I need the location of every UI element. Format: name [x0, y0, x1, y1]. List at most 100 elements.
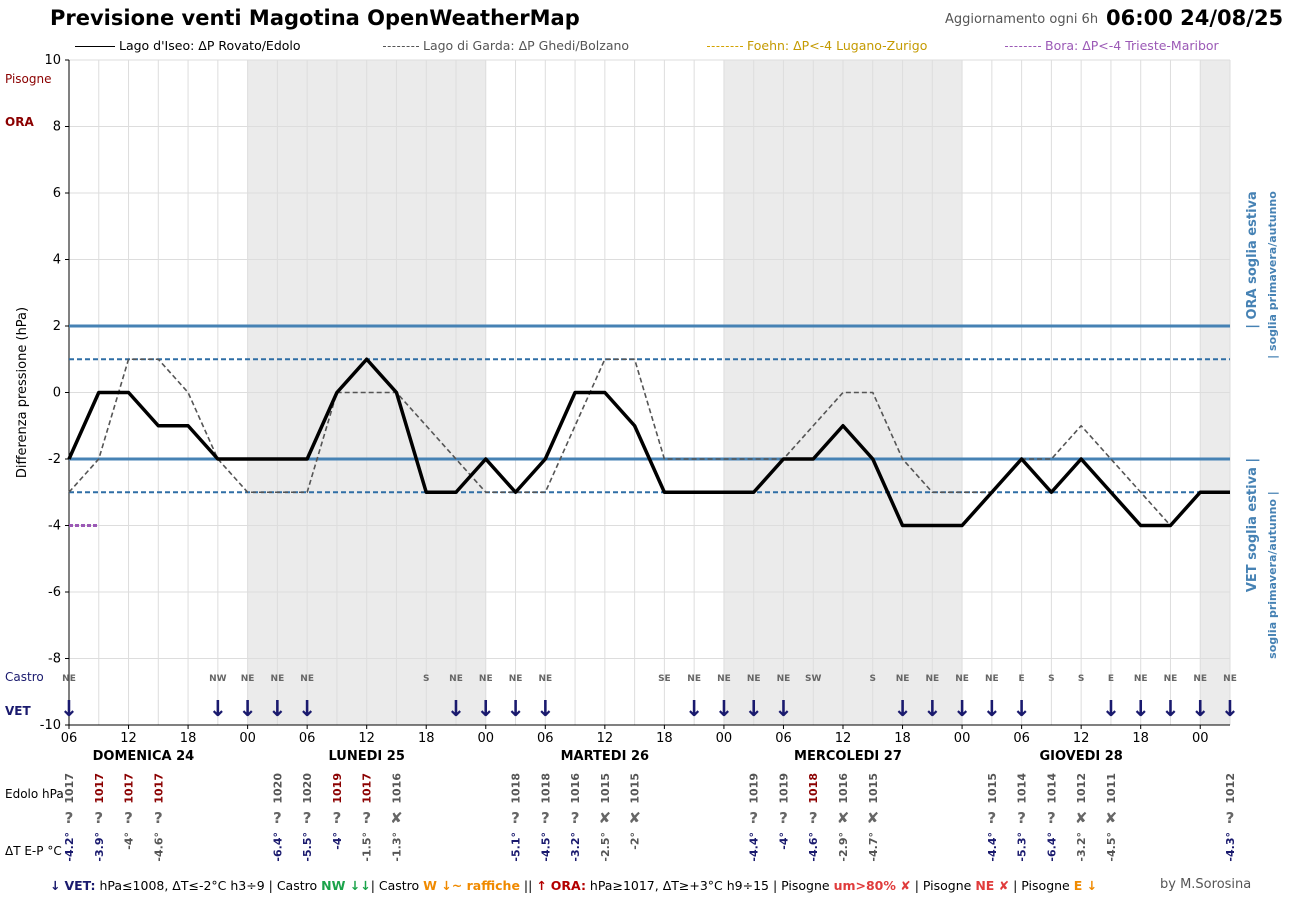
ora-check-mark: ?: [749, 809, 758, 827]
vet-spring-label: soglia primavera/autunno |: [1266, 491, 1279, 659]
delta-t-value: -5.1°: [510, 832, 523, 862]
ora-check-mark: ?: [362, 809, 371, 827]
ora-check-mark: ✘: [390, 809, 403, 827]
series-line: [68, 358, 1172, 527]
delta-t-value: -4°: [777, 832, 790, 850]
vet-arrow-icon: ↓: [536, 697, 554, 722]
ora-check-mark: ?: [571, 809, 580, 827]
edolo-hpa-value: 1014: [1016, 773, 1029, 804]
footer-legend: ↓ VET: hPa≤1008, ΔT≤-2°C h3÷9 | Castro N…: [50, 878, 1097, 893]
edolo-hpa-value: 1015: [867, 773, 880, 804]
x-tick-label: 18: [1132, 731, 1149, 746]
edolo-hpa-value: 1017: [123, 773, 136, 804]
day-label: DOMENICA 24: [93, 749, 195, 764]
wind-direction-label: NW: [209, 674, 227, 684]
vet-arrow-icon: ↓: [506, 697, 524, 722]
footer-sep: | Pisogne: [1009, 878, 1074, 893]
edolo-hpa-value: 1016: [569, 773, 582, 804]
delta-t-value: -4.6°: [152, 832, 165, 862]
vet-arrow-icon: ↓: [477, 697, 495, 722]
vet-arrow-icon: ↓: [1191, 697, 1209, 722]
delta-t-value: -6.4°: [1045, 832, 1058, 862]
vet-arrow-icon: ↓: [298, 697, 316, 722]
delta-t-value: -4.3°: [1224, 832, 1237, 862]
ora-check-mark: ?: [65, 809, 74, 827]
legend-entry-iseo: Lago d'Iseo: ΔP Rovato/Edolo: [75, 38, 301, 53]
vet-arrow-icon: ↓: [774, 697, 792, 722]
delta-t-value: -4.7°: [867, 832, 880, 862]
y-tick-label: -8: [48, 652, 61, 667]
ora-summer-label: | ORA soglia estiva: [1245, 191, 1260, 329]
x-tick-label: 00: [477, 731, 494, 746]
wind-direction-label: NE: [955, 674, 969, 684]
series-line: [67, 357, 1230, 528]
x-tick-label: 12: [358, 731, 375, 746]
edolo-hpa-value: 1015: [629, 773, 642, 804]
edolo-hpa-value: 1016: [837, 773, 850, 804]
delta-t-value: -4.5°: [539, 832, 552, 862]
delta-t-value: -4.6°: [807, 832, 820, 862]
edolo-hpa-value: 1020: [271, 773, 284, 804]
y-tick-label: -6: [48, 585, 61, 600]
x-tick-label: 12: [597, 731, 614, 746]
vet-arrow-icon: ↓: [685, 697, 703, 722]
ora-arrow-icon: ↑: [536, 878, 547, 893]
ora-check-mark: ?: [1226, 809, 1235, 827]
x-tick-label: 00: [954, 731, 971, 746]
ora-check-mark: ?: [779, 809, 788, 827]
wind-direction-label: NE: [62, 674, 76, 684]
ora-check-mark: ?: [303, 809, 312, 827]
footer-pisogne-um: um>80% ✘: [833, 878, 911, 893]
delta-t-value: -3.9°: [93, 832, 106, 862]
ora-check-mark: ?: [273, 809, 282, 827]
footer-vet-label: VET:: [64, 878, 96, 893]
x-tick-label: 06: [61, 731, 78, 746]
ora-check-mark: ?: [124, 809, 133, 827]
x-tick-label: 06: [1013, 731, 1030, 746]
footer-sep: ||: [519, 878, 537, 893]
edolo-hpa-value: 1018: [807, 773, 820, 804]
page-title: Previsione venti Magotina OpenWeatherMap: [50, 6, 580, 30]
delta-t-value: -4.2°: [63, 832, 76, 862]
x-tick-label: 18: [894, 731, 911, 746]
edolo-hpa-value: 1014: [1045, 773, 1058, 804]
day-label: MERCOLEDI 27: [794, 749, 902, 764]
y-tick-label: 0: [53, 386, 61, 401]
ora-check-mark: ?: [541, 809, 550, 827]
ora-check-mark: ?: [987, 809, 996, 827]
vet-arrow-icon: ↓: [923, 697, 941, 722]
ora-check-mark: ?: [1017, 809, 1026, 827]
wind-direction-label: NE: [985, 674, 999, 684]
delta-t-value: -4.4°: [748, 832, 761, 862]
vet-arrow-icon: ↓: [1161, 697, 1179, 722]
vet-arrow-icon: ↓: [893, 697, 911, 722]
wind-direction-label: S: [423, 674, 429, 684]
ora-check-mark: ?: [154, 809, 163, 827]
ora-check-mark: ✘: [599, 809, 612, 827]
wind-direction-label: NE: [1164, 674, 1178, 684]
delta-t-value: -5.5°: [301, 832, 314, 862]
vet-arrow-icon: ↓: [50, 878, 61, 893]
wind-direction-label: NE: [777, 674, 791, 684]
vet-label: VET: [5, 704, 31, 718]
wind-direction-label: SW: [805, 674, 821, 684]
vet-arrow-icon: ↓: [1012, 697, 1030, 722]
x-tick-label: 06: [775, 731, 792, 746]
x-tick-label: 18: [180, 731, 197, 746]
x-tick-label: 06: [299, 731, 316, 746]
footer-pisogne-e: E ↓: [1073, 878, 1098, 893]
vet-summer-label: VET soglia estiva |: [1245, 458, 1260, 592]
delta-t-value: -2°: [629, 832, 642, 850]
edolo-hpa-value: 1015: [599, 773, 612, 804]
wind-direction-label: NE: [747, 674, 761, 684]
wind-direction-label: NE: [1193, 674, 1207, 684]
y-tick-label: 2: [53, 319, 61, 334]
vet-arrow-icon: ↓: [268, 697, 286, 722]
wind-direction-label: NE: [717, 674, 731, 684]
x-tick-label: 18: [418, 731, 435, 746]
y-axis-label: Differenza pressione (hPa): [15, 307, 30, 478]
edolo-hpa-value: 1018: [539, 773, 552, 804]
delta-t-value: -4.4°: [986, 832, 999, 862]
legend-entry-garda: Lago di Garda: ΔP Ghedi/Bolzano: [383, 38, 629, 53]
